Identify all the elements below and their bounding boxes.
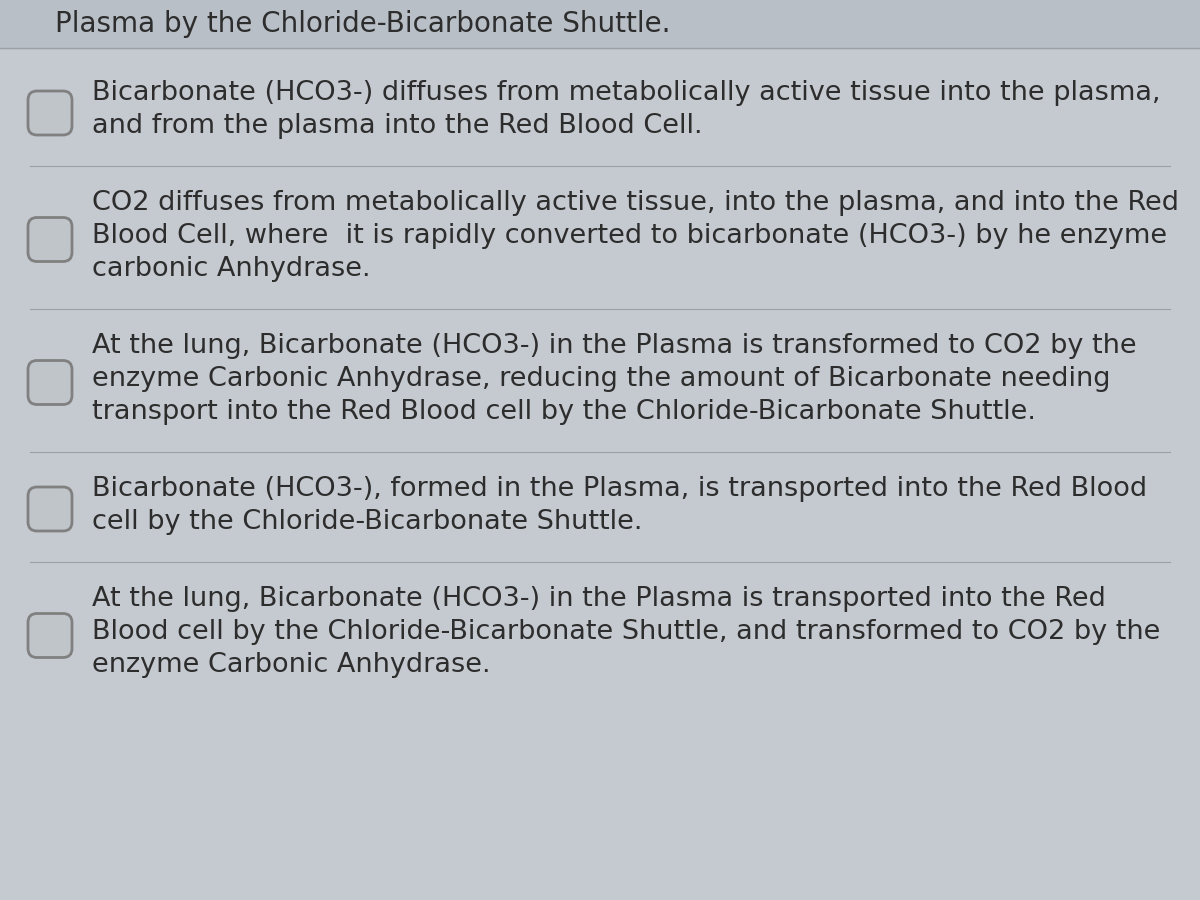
Text: Bicarbonate (HCO3-), formed in the Plasma, is transported into the Red Blood: Bicarbonate (HCO3-), formed in the Plasm… <box>92 476 1147 502</box>
Text: At the lung, Bicarbonate (HCO3-) in the Plasma is transformed to CO2 by the: At the lung, Bicarbonate (HCO3-) in the … <box>92 333 1136 359</box>
FancyBboxPatch shape <box>28 91 72 135</box>
Text: enzyme Carbonic Anhydrase, reducing the amount of Bicarbonate needing: enzyme Carbonic Anhydrase, reducing the … <box>92 366 1110 392</box>
Text: enzyme Carbonic Anhydrase.: enzyme Carbonic Anhydrase. <box>92 652 491 678</box>
Text: cell by the Chloride-Bicarbonate Shuttle.: cell by the Chloride-Bicarbonate Shuttle… <box>92 509 642 535</box>
FancyBboxPatch shape <box>28 487 72 531</box>
Text: carbonic Anhydrase.: carbonic Anhydrase. <box>92 256 371 282</box>
Bar <box>0 0 1200 48</box>
FancyBboxPatch shape <box>28 218 72 262</box>
Text: Blood cell by the Chloride-Bicarbonate Shuttle, and transformed to CO2 by the: Blood cell by the Chloride-Bicarbonate S… <box>92 619 1160 645</box>
Text: Blood Cell, where  it is rapidly converted to bicarbonate (HCO3-) by he enzyme: Blood Cell, where it is rapidly converte… <box>92 223 1168 249</box>
FancyBboxPatch shape <box>28 614 72 658</box>
Text: At the lung, Bicarbonate (HCO3-) in the Plasma is transported into the Red: At the lung, Bicarbonate (HCO3-) in the … <box>92 586 1106 612</box>
Text: Plasma by the Chloride-Bicarbonate Shuttle.: Plasma by the Chloride-Bicarbonate Shutt… <box>55 10 671 38</box>
Text: CO2 diffuses from metabolically active tissue, into the plasma, and into the Red: CO2 diffuses from metabolically active t… <box>92 190 1178 216</box>
Text: and from the plasma into the Red Blood Cell.: and from the plasma into the Red Blood C… <box>92 113 702 139</box>
Text: transport into the Red Blood cell by the Chloride-Bicarbonate Shuttle.: transport into the Red Blood cell by the… <box>92 399 1036 425</box>
Text: Bicarbonate (HCO3-) diffuses from metabolically active tissue into the plasma,: Bicarbonate (HCO3-) diffuses from metabo… <box>92 80 1160 106</box>
FancyBboxPatch shape <box>28 361 72 404</box>
